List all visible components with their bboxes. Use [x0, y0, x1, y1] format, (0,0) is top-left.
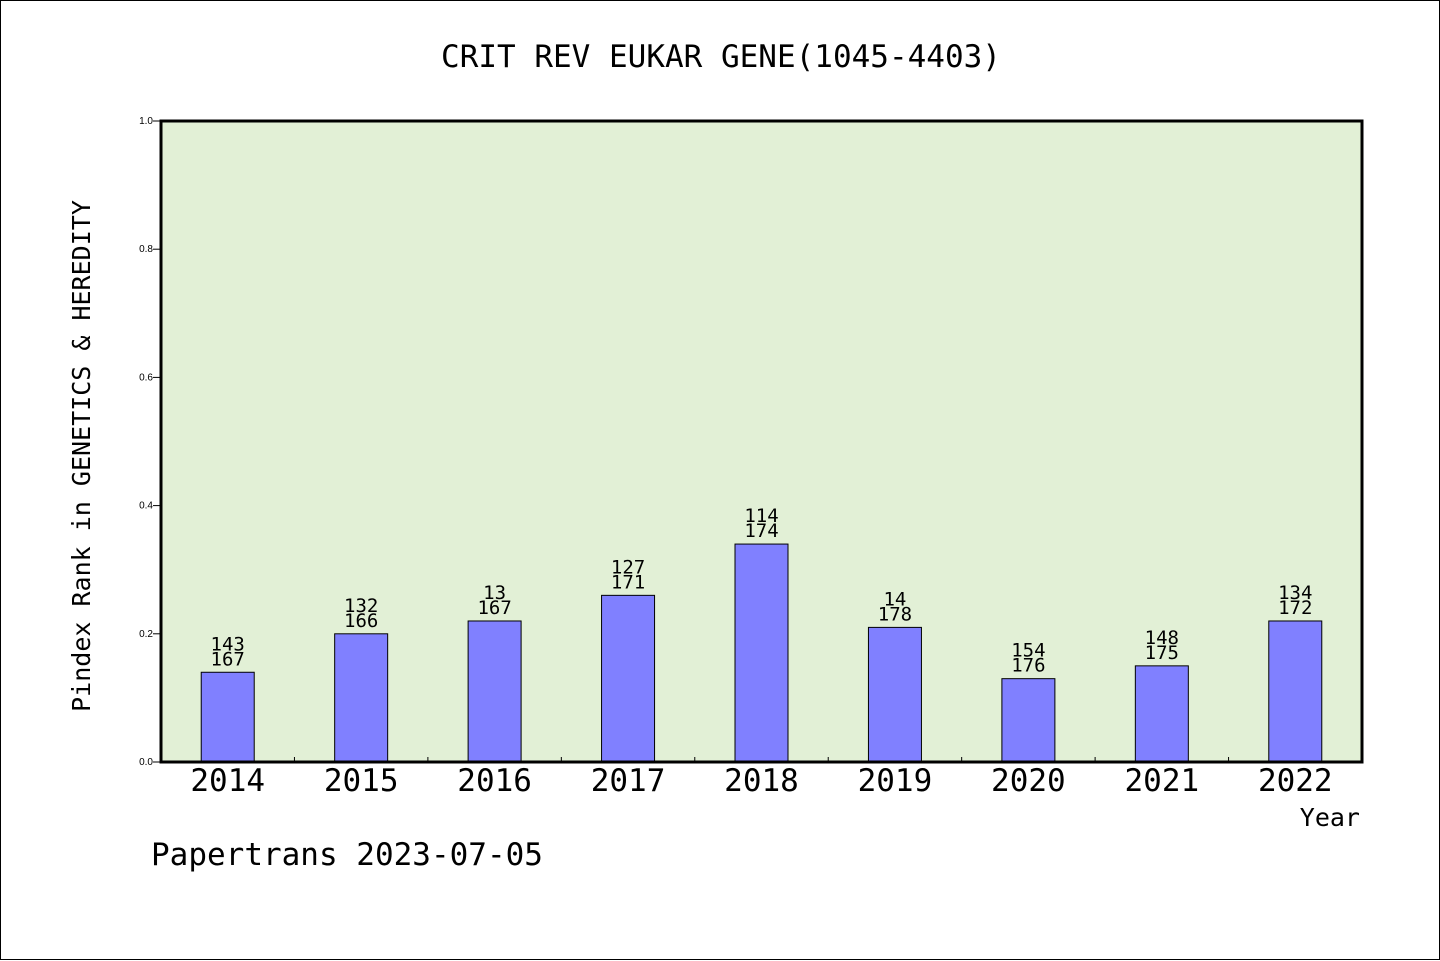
- x-axis-ticks: 2014 2015 2016 2017 2018 2019 2020 2021 2022: [190, 757, 1333, 799]
- bar-label-top: 143: [211, 633, 245, 655]
- x-tick-label: 2014: [190, 763, 265, 799]
- bar-label-bottom: 166: [344, 610, 378, 632]
- x-tick-label: 2016: [457, 763, 532, 799]
- x-tick-label: 2015: [324, 763, 399, 799]
- bar-label-bottom: 176: [1011, 655, 1045, 677]
- y-tick-label: 0.2: [139, 629, 153, 640]
- bar: [867, 626, 922, 763]
- footer-credit: Papertrans 2023-07-05: [151, 837, 543, 873]
- bar: [200, 671, 255, 763]
- plot-border: [159, 119, 1364, 764]
- bar: [734, 543, 789, 763]
- bar: [1001, 678, 1056, 763]
- bar-label-top: 114: [744, 505, 778, 527]
- bar-label-top: 14: [883, 588, 906, 610]
- bar: [467, 620, 522, 763]
- bar: [601, 594, 656, 763]
- bar-label-bottom: 167: [211, 648, 245, 670]
- chart-title: CRIT REV EUKAR GENE(1045-4403): [441, 39, 1001, 75]
- x-tick-label: 2017: [591, 763, 666, 799]
- bar-label-bottom: 174: [744, 520, 778, 542]
- bar-label-top: 148: [1145, 627, 1179, 649]
- bar: [334, 633, 389, 763]
- y-tick-label: 0.0: [139, 757, 153, 768]
- y-tick-label: 0.4: [139, 501, 153, 512]
- bar: [1134, 665, 1189, 763]
- x-tick-label: 2018: [724, 763, 799, 799]
- x-axis-label: Year: [1300, 803, 1360, 832]
- y-tick-label: 0.6: [139, 372, 153, 383]
- bar-label-bottom: 175: [1145, 642, 1179, 664]
- y-tick-label: 0.8: [139, 244, 153, 255]
- y-axis-ticks: 0.0 0.2 0.4 0.6 0.8 1.0: [139, 116, 161, 768]
- x-tick-label: 2021: [1125, 763, 1200, 799]
- bar-label-top: 134: [1278, 582, 1312, 604]
- x-tick-label: 2019: [858, 763, 933, 799]
- bar-label-top: 13: [483, 582, 506, 604]
- y-tick-label: 1.0: [139, 116, 153, 127]
- bar: [1268, 620, 1323, 763]
- bar-label-top: 154: [1011, 640, 1045, 662]
- bar-label-top: 132: [344, 595, 378, 617]
- x-tick-label: 2020: [991, 763, 1066, 799]
- bar-label-top: 127: [611, 556, 645, 578]
- bar-label-bottom: 167: [477, 597, 511, 619]
- bar-label-bottom: 171: [611, 571, 645, 593]
- bars: 1431671321661316712717111417414178154176…: [200, 505, 1323, 763]
- y-axis-label: Pindex Rank in GENETICS & HEREDITY: [67, 200, 96, 712]
- bar-label-bottom: 172: [1278, 597, 1312, 619]
- x-tick-label: 2022: [1258, 763, 1333, 799]
- bar-label-bottom: 178: [878, 603, 912, 625]
